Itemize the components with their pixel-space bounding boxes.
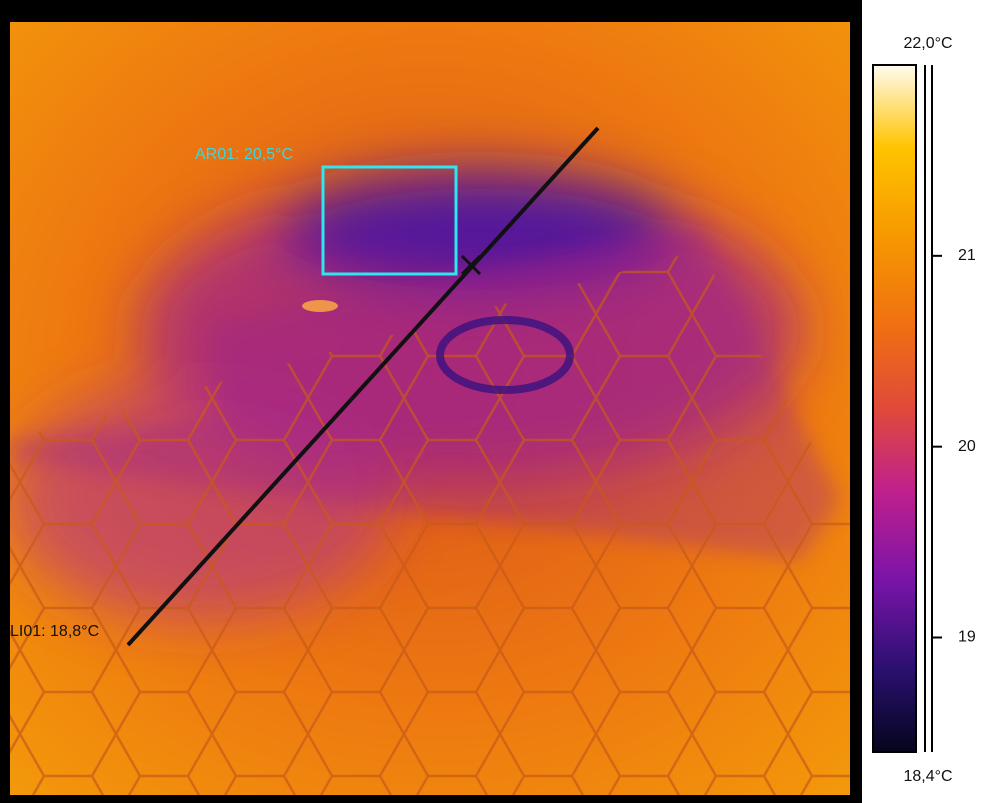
scale-max-label: 22,0°C: [903, 35, 952, 52]
thermal-image: [10, 22, 850, 795]
scale-tick-label: 21: [958, 247, 976, 264]
scale-tick-label: 20: [958, 438, 976, 455]
page: {"image": { "area": {"label": "AR01: 20,…: [0, 0, 987, 803]
scale-min-label: 18,4°C: [903, 768, 952, 785]
thermal-view: AR01: 20,5°C LI01: 18,8°C 22,0°C 18,4°C 21…: [0, 0, 987, 803]
scale-tick-label: 19: [958, 629, 976, 646]
color-bar: [873, 65, 916, 752]
area-label: AR01: 20,5°C: [195, 146, 293, 163]
line-label: LI01: 18,8°C: [10, 623, 99, 640]
color-scale: 22,0°C 18,4°C 21 20 19: [873, 35, 976, 785]
